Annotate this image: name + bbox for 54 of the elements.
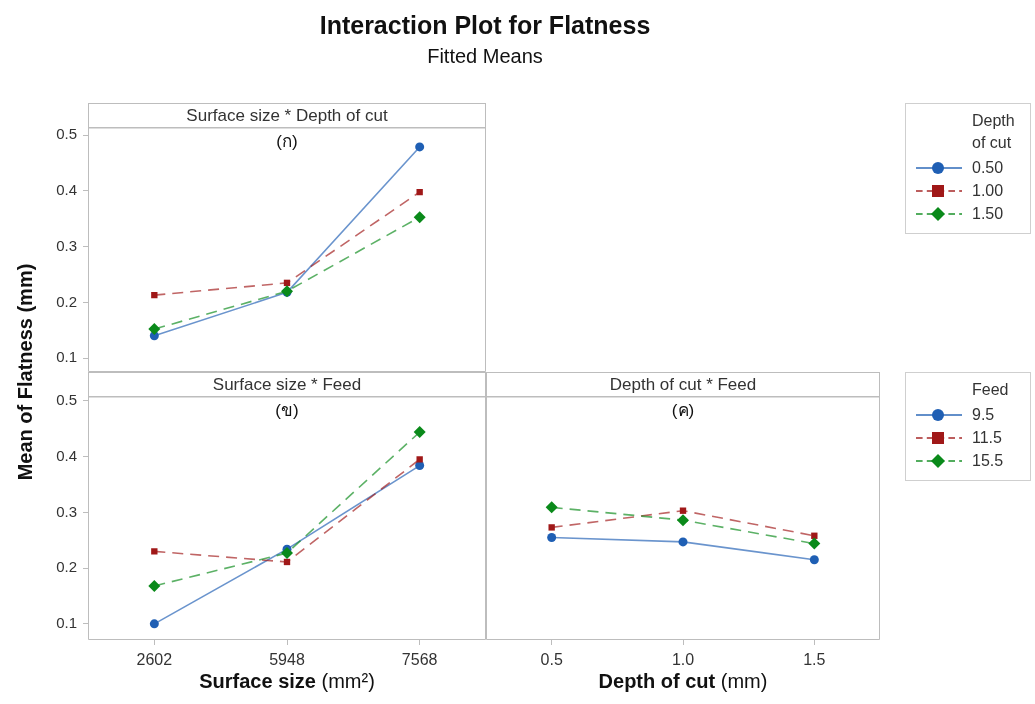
annotation: (ค) <box>671 401 695 421</box>
x-tick-label: 5948 <box>269 651 305 669</box>
annotation: (ก) <box>276 132 298 152</box>
legend-title: Depth of cut <box>971 111 1016 153</box>
legend-label: 1.50 <box>972 204 1004 223</box>
point <box>415 142 425 152</box>
point <box>148 323 161 336</box>
x-tick-label: 7568 <box>401 651 438 669</box>
point <box>811 532 818 539</box>
y-tick-label: 0.4 <box>56 446 77 464</box>
x-axis-title: Surface size (mm²) <box>199 670 375 692</box>
legend-label: 0.50 <box>972 158 1004 177</box>
y-tick-label: 0.5 <box>56 125 77 143</box>
chart-title: Surface size * Depth of cut <box>88 103 486 128</box>
x-tick-label: 1.5 <box>803 651 826 669</box>
legend-title: Feed <box>971 380 1010 400</box>
point <box>151 291 158 299</box>
point <box>548 524 555 531</box>
y-axis-title: Mean of Flatness (mm) <box>13 263 37 481</box>
y-tick-label: 0.1 <box>56 348 77 366</box>
y-tick-label: 0.5 <box>56 391 77 409</box>
x-axis-title: Depth of cut (mm) <box>598 670 768 692</box>
y-tick-label: 0.1 <box>56 613 77 631</box>
point <box>547 532 557 542</box>
annotation: (ข) <box>275 401 299 421</box>
legend-label: 11.5 <box>972 428 1002 447</box>
y-tick-label: 0.4 <box>56 181 77 199</box>
x-tick-label: 0.5 <box>540 651 563 669</box>
y-tick-label: 0.3 <box>56 502 77 520</box>
point <box>809 555 819 565</box>
y-tick-label: 0.2 <box>56 292 77 310</box>
point <box>545 501 558 514</box>
point <box>416 456 423 463</box>
x-tick-label: 2602 <box>136 651 173 669</box>
chart-title: Depth of cut * Feed <box>486 372 880 397</box>
point <box>808 537 821 550</box>
point <box>413 211 426 224</box>
point <box>678 537 688 547</box>
legend-label: 15.5 <box>972 451 1004 470</box>
point <box>148 579 161 592</box>
text: Interaction Plot for Flatness <box>318 10 652 41</box>
legend-label: 9.5 <box>972 405 995 424</box>
point <box>149 619 159 629</box>
legend-label: 1.00 <box>972 181 1004 200</box>
point <box>677 514 689 527</box>
point <box>416 188 423 196</box>
text: Fitted Means <box>426 44 544 69</box>
chart-title: Surface size * Feed <box>88 372 486 397</box>
y-tick-label: 0.2 <box>56 558 77 576</box>
point <box>413 426 426 439</box>
point <box>151 548 158 555</box>
point <box>281 547 293 560</box>
x-tick-label: 1.0 <box>671 651 695 669</box>
y-tick-label: 0.3 <box>56 236 77 254</box>
